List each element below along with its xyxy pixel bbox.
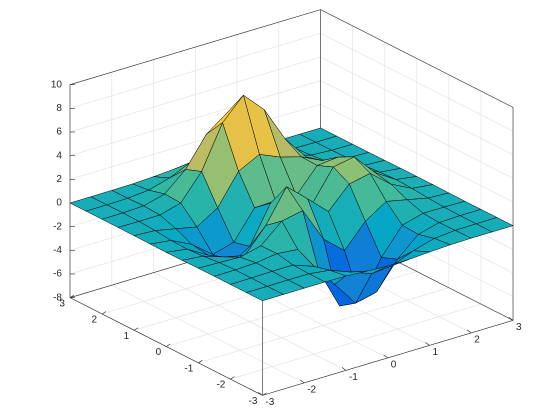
grid-line: [69, 80, 321, 156]
x-tick-label: 1: [432, 347, 438, 358]
y-tick: [69, 294, 75, 298]
x-tick: [258, 392, 263, 396]
z-tick-label: 2: [56, 174, 62, 185]
grid-line: [69, 56, 321, 133]
y-tick-label: -3: [249, 396, 258, 407]
x-tick-label: -3: [265, 397, 274, 408]
x-tick-label: 2: [474, 334, 480, 345]
y-tick: [166, 343, 171, 347]
surface-patch: [246, 286, 284, 301]
x-tick: [300, 379, 305, 384]
grid-line: [320, 80, 514, 179]
x-tick: [425, 342, 430, 346]
grid-line: [69, 32, 321, 109]
z-tick-label: -6: [53, 269, 62, 280]
y-tick: [230, 376, 235, 380]
z-tick-label: 4: [56, 150, 62, 161]
y-tick-label: -2: [216, 380, 225, 391]
z-tick-label: -8: [53, 292, 62, 303]
grid-line: [320, 32, 514, 132]
z-tick-label: 0: [56, 198, 62, 209]
x-tick: [383, 354, 388, 359]
box-edge: [69, 9, 321, 85]
x-tick-label: -2: [307, 385, 316, 396]
x-tick: [467, 329, 472, 334]
z-tick-label: -4: [53, 245, 62, 256]
x-tick: [341, 367, 347, 371]
y-tick: [198, 360, 203, 364]
x-tick-label: -1: [349, 372, 358, 383]
y-tick-label: -1: [184, 363, 193, 374]
grid-line: [320, 103, 514, 203]
box-edge: [320, 9, 514, 108]
z-tick-label: 8: [56, 103, 62, 114]
grid-line: [230, 303, 482, 380]
z-tick-label: 6: [56, 127, 62, 138]
y-tick-label: 3: [59, 298, 65, 309]
x-tick-label: 3: [516, 322, 522, 333]
y-tick: [262, 392, 267, 396]
grid-line: [320, 56, 514, 155]
z-tick-label: -2: [53, 221, 62, 232]
y-tick: [101, 311, 107, 315]
y-tick-label: 1: [124, 331, 130, 342]
x-tick-label: 0: [391, 360, 397, 371]
y-tick-label: 0: [156, 347, 162, 358]
grid-line: [198, 287, 449, 364]
x-tick: [508, 317, 514, 321]
y-tick: [133, 327, 139, 331]
grid-line: [69, 103, 321, 180]
y-tick-label: 2: [91, 315, 97, 326]
z-tick-label: 10: [51, 79, 63, 90]
